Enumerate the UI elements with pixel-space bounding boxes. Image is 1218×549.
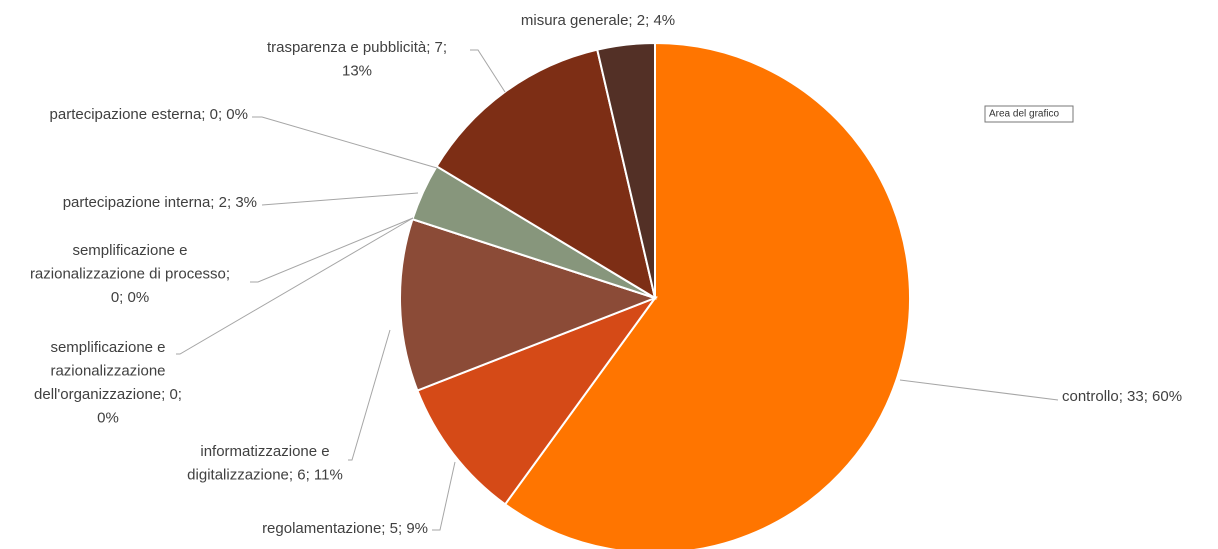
data-label: partecipazione interna; 2; 3% <box>63 194 257 211</box>
data-label: semplificazione e <box>50 339 165 356</box>
data-label: regolamentazione; 5; 9% <box>262 520 428 537</box>
pie-slice <box>596 41 656 299</box>
leader-line <box>261 192 419 206</box>
data-label: razionalizzazione di processo; <box>30 265 230 282</box>
data-label: partecipazione esterna; 0; 0% <box>50 106 248 123</box>
leader-line <box>250 217 414 283</box>
data-label: trasparenza e pubblicità; 7; <box>267 39 447 56</box>
data-label: digitalizzazione; 6; 11% <box>187 466 343 483</box>
pie-slice <box>399 217 658 392</box>
data-label: misura generale; 2; 4% <box>521 12 675 29</box>
leader-line <box>470 49 506 93</box>
leader-line <box>348 329 391 461</box>
data-label: informatizzazione e <box>200 443 329 460</box>
leader-line <box>899 379 1059 401</box>
tooltip: Area del grafico <box>989 109 1059 120</box>
leader-line <box>252 116 438 169</box>
pie-slice <box>416 295 658 506</box>
leader-line <box>432 461 456 531</box>
data-label: dell'organizzazione; 0; <box>34 386 182 403</box>
pie-slice <box>503 41 911 549</box>
data-label: 0; 0% <box>111 289 149 306</box>
data-label: 0% <box>97 409 119 426</box>
data-label: 13% <box>342 62 372 79</box>
data-label: semplificazione e <box>72 242 187 259</box>
tooltip-box <box>984 105 1074 123</box>
data-label: razionalizzazione <box>50 362 165 379</box>
leader-line <box>176 217 414 355</box>
data-label: controllo; 33; 60% <box>1062 388 1182 405</box>
